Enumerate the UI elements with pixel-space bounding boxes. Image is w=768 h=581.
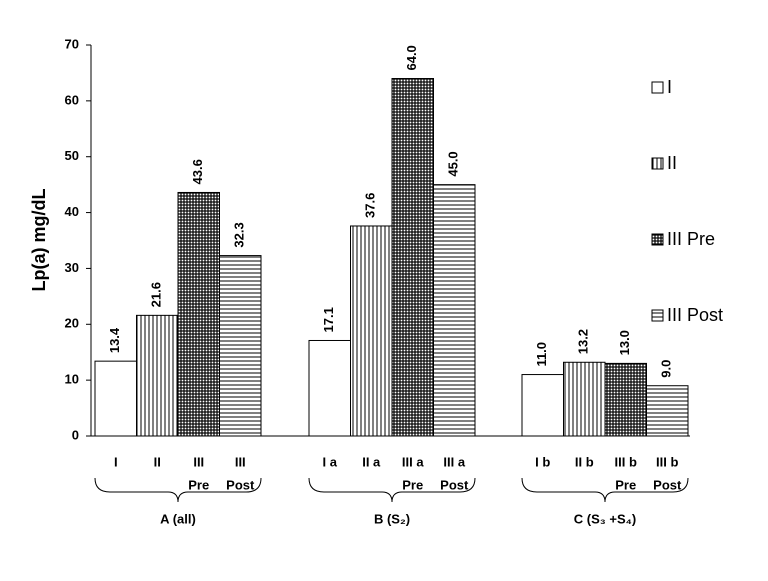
- value-label: 13.2: [576, 329, 591, 354]
- x-sub-label: Pre: [188, 477, 209, 492]
- legend-swatch: [651, 81, 664, 94]
- value-label: 13.4: [107, 327, 122, 353]
- x-tick-label: III a: [402, 454, 424, 469]
- x-tick-label: I a: [323, 454, 338, 469]
- value-label: 37.6: [363, 193, 378, 218]
- legend-swatch: [651, 233, 664, 246]
- x-tick-label: III b: [656, 454, 678, 469]
- bar: [646, 385, 689, 437]
- y-tick-label: 70: [65, 36, 79, 51]
- x-tick-label: II: [154, 454, 161, 469]
- group-label: B (S₂): [374, 511, 410, 526]
- bar: [521, 374, 564, 437]
- x-tick-label: III a: [443, 454, 465, 469]
- legend-label: II: [667, 153, 677, 173]
- value-label: 9.0: [659, 360, 674, 378]
- group-label: A (all): [160, 511, 196, 526]
- x-tick-label: III: [193, 454, 204, 469]
- value-label: 43.6: [190, 159, 205, 184]
- bar: [219, 255, 262, 437]
- bar: [350, 225, 393, 437]
- y-tick-label: 60: [65, 92, 79, 107]
- y-tick-label: 50: [65, 148, 79, 163]
- legend-swatch: [651, 309, 664, 322]
- value-label: 11.0: [534, 342, 549, 367]
- legend-swatch: [651, 157, 664, 170]
- value-label: 45.0: [446, 151, 461, 176]
- x-tick-label: III: [235, 454, 246, 469]
- value-label: 21.6: [149, 282, 164, 307]
- group-brace: [308, 477, 476, 503]
- y-tick-label: 30: [65, 260, 79, 275]
- x-sub-label: Post: [440, 477, 469, 492]
- y-tick-label: 10: [65, 372, 79, 387]
- y-tick-label: 0: [72, 427, 79, 442]
- y-axis-label: Lp(a) mg/dL: [29, 189, 49, 292]
- legend-label: III Pre: [667, 229, 715, 249]
- bar: [391, 78, 434, 437]
- x-sub-label: Pre: [402, 477, 423, 492]
- bar: [177, 191, 220, 437]
- x-tick-label: II b: [575, 454, 594, 469]
- group-brace: [94, 477, 262, 503]
- group-label: C (S₃ +S₄): [574, 511, 636, 526]
- value-label: 32.3: [232, 222, 247, 247]
- y-tick-label: 40: [65, 204, 79, 219]
- value-label: 13.0: [617, 330, 632, 355]
- x-tick-label: III b: [615, 454, 637, 469]
- x-tick-label: II a: [362, 454, 381, 469]
- bar: [563, 361, 606, 437]
- x-sub-label: Pre: [615, 477, 636, 492]
- value-label: 64.0: [404, 45, 419, 70]
- x-tick-label: I: [114, 454, 118, 469]
- bar: [308, 339, 351, 437]
- legend-label: I: [667, 77, 672, 97]
- bar: [604, 362, 647, 437]
- bar: [433, 184, 476, 437]
- x-sub-label: Post: [653, 477, 682, 492]
- bar: [94, 360, 137, 437]
- x-sub-label: Post: [226, 477, 255, 492]
- bar: [136, 314, 179, 437]
- y-tick-label: 20: [65, 316, 79, 331]
- value-label: 17.1: [321, 307, 336, 332]
- x-tick-label: I b: [535, 454, 550, 469]
- group-brace: [521, 477, 689, 503]
- legend-label: III Post: [667, 305, 723, 325]
